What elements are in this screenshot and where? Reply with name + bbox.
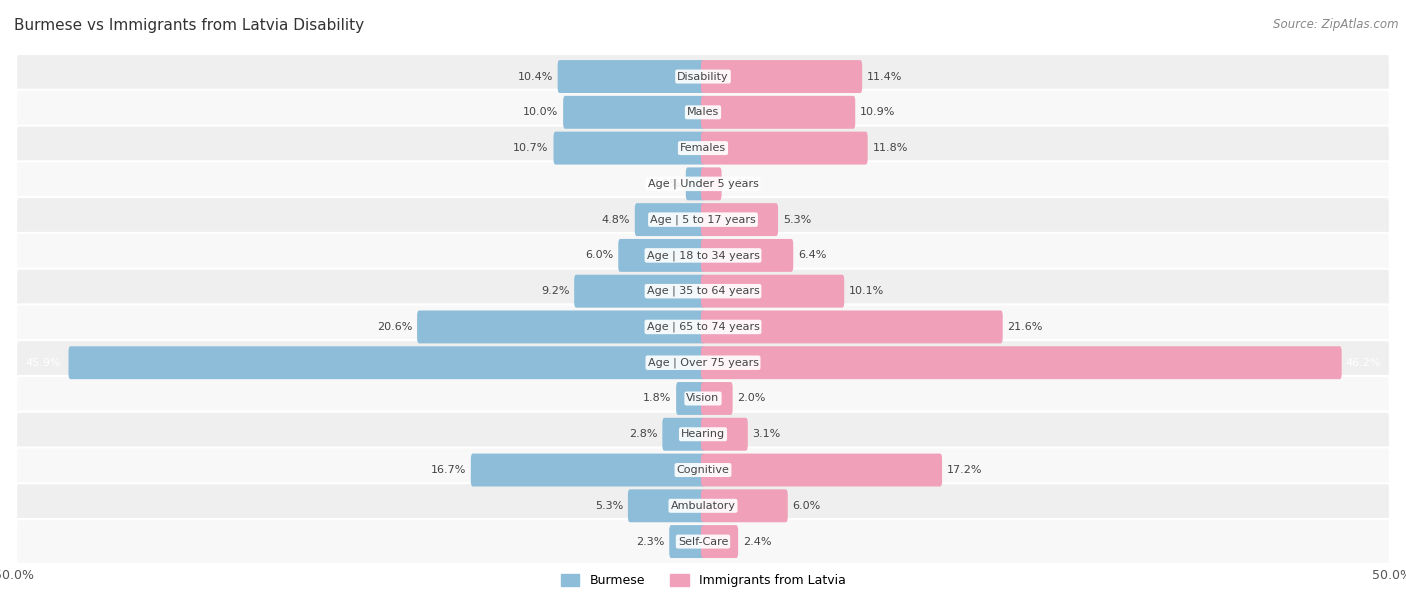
Text: 2.4%: 2.4%: [742, 537, 772, 547]
Text: 1.8%: 1.8%: [643, 394, 671, 403]
FancyBboxPatch shape: [702, 60, 862, 93]
Text: 6.0%: 6.0%: [793, 501, 821, 511]
Text: 10.7%: 10.7%: [513, 143, 548, 153]
FancyBboxPatch shape: [554, 132, 704, 165]
FancyBboxPatch shape: [702, 275, 844, 308]
Text: Hearing: Hearing: [681, 429, 725, 439]
FancyBboxPatch shape: [702, 96, 855, 129]
Text: 46.2%: 46.2%: [1346, 358, 1381, 368]
Text: 45.9%: 45.9%: [25, 358, 60, 368]
FancyBboxPatch shape: [669, 525, 704, 558]
Text: 2.0%: 2.0%: [738, 394, 766, 403]
Text: 2.8%: 2.8%: [628, 429, 658, 439]
FancyBboxPatch shape: [702, 490, 787, 522]
Text: Age | 35 to 64 years: Age | 35 to 64 years: [647, 286, 759, 296]
Text: 3.1%: 3.1%: [752, 429, 780, 439]
FancyBboxPatch shape: [15, 447, 1391, 493]
Text: 11.4%: 11.4%: [868, 72, 903, 81]
Text: Females: Females: [681, 143, 725, 153]
FancyBboxPatch shape: [558, 60, 704, 93]
FancyBboxPatch shape: [702, 132, 868, 165]
FancyBboxPatch shape: [702, 310, 1002, 343]
FancyBboxPatch shape: [15, 412, 1391, 457]
FancyBboxPatch shape: [702, 453, 942, 487]
Text: Vision: Vision: [686, 394, 720, 403]
Text: 5.3%: 5.3%: [595, 501, 623, 511]
Text: 6.0%: 6.0%: [585, 250, 613, 260]
FancyBboxPatch shape: [702, 525, 738, 558]
Text: 4.8%: 4.8%: [602, 215, 630, 225]
Text: 16.7%: 16.7%: [430, 465, 465, 475]
FancyBboxPatch shape: [15, 376, 1391, 421]
FancyBboxPatch shape: [702, 239, 793, 272]
Text: Source: ZipAtlas.com: Source: ZipAtlas.com: [1274, 18, 1399, 31]
FancyBboxPatch shape: [471, 453, 704, 487]
FancyBboxPatch shape: [15, 90, 1391, 135]
FancyBboxPatch shape: [15, 54, 1391, 99]
FancyBboxPatch shape: [702, 203, 778, 236]
Text: Self-Care: Self-Care: [678, 537, 728, 547]
Text: 6.4%: 6.4%: [799, 250, 827, 260]
Text: 10.0%: 10.0%: [523, 107, 558, 118]
Text: Age | Under 5 years: Age | Under 5 years: [648, 179, 758, 189]
Text: 20.6%: 20.6%: [377, 322, 412, 332]
Legend: Burmese, Immigrants from Latvia: Burmese, Immigrants from Latvia: [555, 569, 851, 592]
Text: Age | 18 to 34 years: Age | 18 to 34 years: [647, 250, 759, 261]
Text: Disability: Disability: [678, 72, 728, 81]
FancyBboxPatch shape: [418, 310, 704, 343]
Text: 21.6%: 21.6%: [1008, 322, 1043, 332]
FancyBboxPatch shape: [564, 96, 704, 129]
FancyBboxPatch shape: [662, 418, 704, 450]
FancyBboxPatch shape: [686, 168, 704, 200]
FancyBboxPatch shape: [702, 168, 721, 200]
Text: 10.4%: 10.4%: [517, 72, 553, 81]
Text: Age | 65 to 74 years: Age | 65 to 74 years: [647, 322, 759, 332]
FancyBboxPatch shape: [634, 203, 704, 236]
Text: Age | Over 75 years: Age | Over 75 years: [648, 357, 758, 368]
Text: 1.2%: 1.2%: [727, 179, 755, 189]
Text: Burmese vs Immigrants from Latvia Disability: Burmese vs Immigrants from Latvia Disabi…: [14, 18, 364, 34]
Text: 10.1%: 10.1%: [849, 286, 884, 296]
FancyBboxPatch shape: [15, 197, 1391, 242]
Text: 9.2%: 9.2%: [541, 286, 569, 296]
FancyBboxPatch shape: [15, 483, 1391, 528]
Text: 2.3%: 2.3%: [636, 537, 665, 547]
FancyBboxPatch shape: [15, 340, 1391, 386]
Text: Males: Males: [688, 107, 718, 118]
FancyBboxPatch shape: [15, 125, 1391, 171]
Text: 10.9%: 10.9%: [860, 107, 896, 118]
FancyBboxPatch shape: [574, 275, 704, 308]
Text: 5.3%: 5.3%: [783, 215, 811, 225]
FancyBboxPatch shape: [676, 382, 704, 415]
Text: Cognitive: Cognitive: [676, 465, 730, 475]
FancyBboxPatch shape: [15, 269, 1391, 314]
FancyBboxPatch shape: [15, 519, 1391, 564]
Text: 11.8%: 11.8%: [873, 143, 908, 153]
FancyBboxPatch shape: [15, 162, 1391, 206]
FancyBboxPatch shape: [69, 346, 704, 379]
Text: 1.1%: 1.1%: [652, 179, 681, 189]
FancyBboxPatch shape: [619, 239, 704, 272]
Text: 17.2%: 17.2%: [946, 465, 983, 475]
FancyBboxPatch shape: [15, 304, 1391, 349]
FancyBboxPatch shape: [702, 418, 748, 450]
Text: Ambulatory: Ambulatory: [671, 501, 735, 511]
FancyBboxPatch shape: [702, 346, 1341, 379]
FancyBboxPatch shape: [702, 382, 733, 415]
FancyBboxPatch shape: [628, 490, 704, 522]
Text: Age | 5 to 17 years: Age | 5 to 17 years: [650, 214, 756, 225]
FancyBboxPatch shape: [15, 233, 1391, 278]
